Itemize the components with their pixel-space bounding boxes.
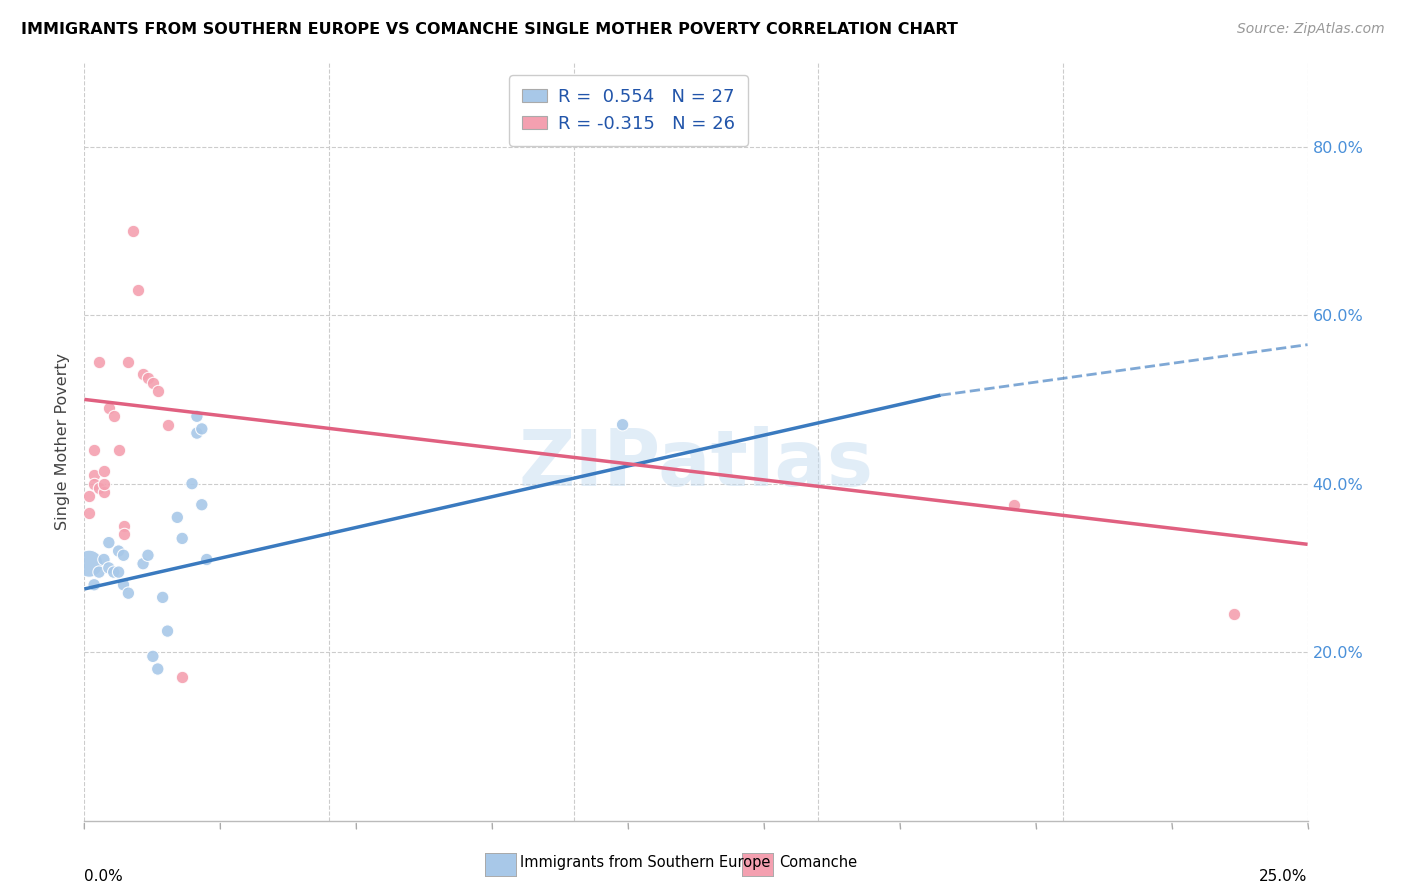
Point <box>77 489 100 503</box>
Legend: R =  0.554   N = 27, R = -0.315   N = 26: R = 0.554 N = 27, R = -0.315 N = 26 <box>509 75 748 145</box>
Point <box>146 384 169 398</box>
Point <box>156 624 179 639</box>
Text: Immigrants from Southern Europe: Immigrants from Southern Europe <box>520 855 770 870</box>
Point <box>112 578 135 592</box>
Point <box>195 552 218 566</box>
Point <box>181 476 204 491</box>
Point <box>107 442 129 457</box>
Point <box>1002 498 1025 512</box>
Point <box>186 426 208 441</box>
Point <box>93 485 115 500</box>
Point <box>132 367 155 381</box>
Point <box>1223 607 1246 622</box>
Point <box>87 354 110 368</box>
Point <box>156 417 179 432</box>
Point <box>117 354 139 368</box>
Point <box>87 481 110 495</box>
Point <box>97 401 120 415</box>
Text: 0.0%: 0.0% <box>84 869 124 884</box>
Point <box>136 548 159 563</box>
Point <box>146 662 169 676</box>
Point <box>172 532 194 546</box>
Point <box>191 498 214 512</box>
Point <box>87 565 110 579</box>
Text: IMMIGRANTS FROM SOUTHERN EUROPE VS COMANCHE SINGLE MOTHER POVERTY CORRELATION CH: IMMIGRANTS FROM SOUTHERN EUROPE VS COMAN… <box>21 22 957 37</box>
Point <box>612 417 634 432</box>
Point <box>132 557 155 571</box>
Y-axis label: Single Mother Poverty: Single Mother Poverty <box>55 353 70 530</box>
Point <box>83 468 105 483</box>
Text: Comanche: Comanche <box>779 855 858 870</box>
Point <box>103 565 125 579</box>
Point <box>136 371 159 385</box>
Point <box>142 376 165 390</box>
Point <box>122 224 145 238</box>
Point <box>107 565 129 579</box>
Point <box>112 527 135 541</box>
Point <box>77 557 100 571</box>
Point <box>117 586 139 600</box>
Point <box>103 409 125 424</box>
Point <box>93 476 115 491</box>
Text: 25.0%: 25.0% <box>1260 869 1308 884</box>
Point <box>93 552 115 566</box>
Point <box>166 510 188 524</box>
Point <box>83 442 105 457</box>
Point <box>172 670 194 684</box>
Point <box>97 561 120 575</box>
Point <box>83 578 105 592</box>
Point <box>191 422 214 436</box>
Point <box>112 548 135 563</box>
Point <box>97 535 120 549</box>
Point <box>152 591 174 605</box>
Point <box>107 544 129 558</box>
Point <box>186 409 208 424</box>
Point <box>112 518 135 533</box>
Point <box>83 476 105 491</box>
Text: Source: ZipAtlas.com: Source: ZipAtlas.com <box>1237 22 1385 37</box>
Point <box>142 649 165 664</box>
Point <box>77 506 100 520</box>
Point <box>127 283 149 297</box>
Text: ZIPatlas: ZIPatlas <box>519 426 873 502</box>
Point <box>93 464 115 478</box>
